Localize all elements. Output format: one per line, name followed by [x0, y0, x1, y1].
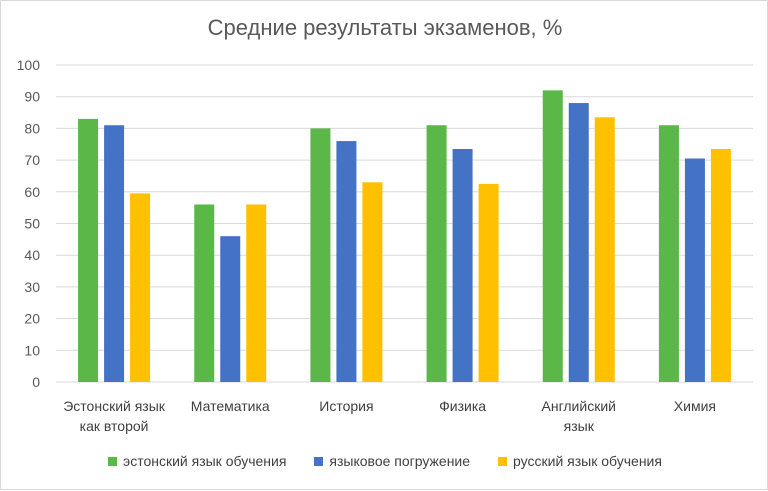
x-tick-label: Физика	[439, 398, 486, 414]
bar	[220, 236, 241, 382]
bar	[130, 193, 151, 382]
bar	[336, 141, 357, 382]
bar	[452, 149, 473, 382]
y-tick-label: 80	[24, 120, 40, 136]
y-tick-label: 40	[24, 247, 40, 263]
legend-item: русский язык обучения	[498, 453, 662, 469]
bar	[78, 118, 99, 382]
bar	[246, 204, 267, 382]
y-tick-label: 10	[24, 342, 40, 358]
y-tick-label: 30	[24, 279, 40, 295]
y-tick-label: 20	[24, 311, 40, 327]
bar	[194, 204, 215, 382]
bar	[362, 182, 383, 382]
bar	[710, 149, 731, 382]
y-tick-label: 0	[32, 374, 40, 390]
y-tick-label: 60	[24, 184, 40, 200]
bar	[478, 183, 499, 382]
y-tick-label: 50	[24, 216, 40, 232]
x-tick-label: Химия	[674, 398, 716, 414]
x-tick-label: Математика	[191, 398, 270, 414]
bar	[310, 128, 331, 382]
legend-label: русский язык обучения	[513, 453, 662, 469]
legend-swatch	[314, 456, 324, 466]
legend: эстонский язык обучения языковое погружен…	[1, 453, 768, 469]
legend-item: языковое погружение	[314, 453, 470, 469]
y-tick-label: 90	[24, 89, 40, 105]
legend-item: эстонский язык обучения	[108, 453, 286, 469]
y-tick-label: 100	[17, 57, 41, 73]
legend-label: эстонский язык обучения	[123, 453, 287, 469]
legend-label: языковое погружение	[329, 453, 471, 469]
bar	[542, 90, 563, 383]
bar	[426, 125, 447, 382]
bar	[658, 125, 679, 382]
x-tick-label: Английский язык	[542, 398, 616, 434]
chart-title: Средние результаты экзаменов, %	[207, 15, 563, 40]
x-tick-label: История	[319, 398, 373, 414]
bar	[568, 103, 589, 382]
y-tick-label: 70	[24, 152, 40, 168]
bar	[104, 125, 125, 382]
bar	[594, 117, 615, 383]
legend-swatch	[108, 456, 118, 466]
bar	[684, 158, 705, 382]
legend-swatch	[498, 456, 508, 466]
x-tick-label: Эстонский язык как второй	[63, 398, 166, 434]
